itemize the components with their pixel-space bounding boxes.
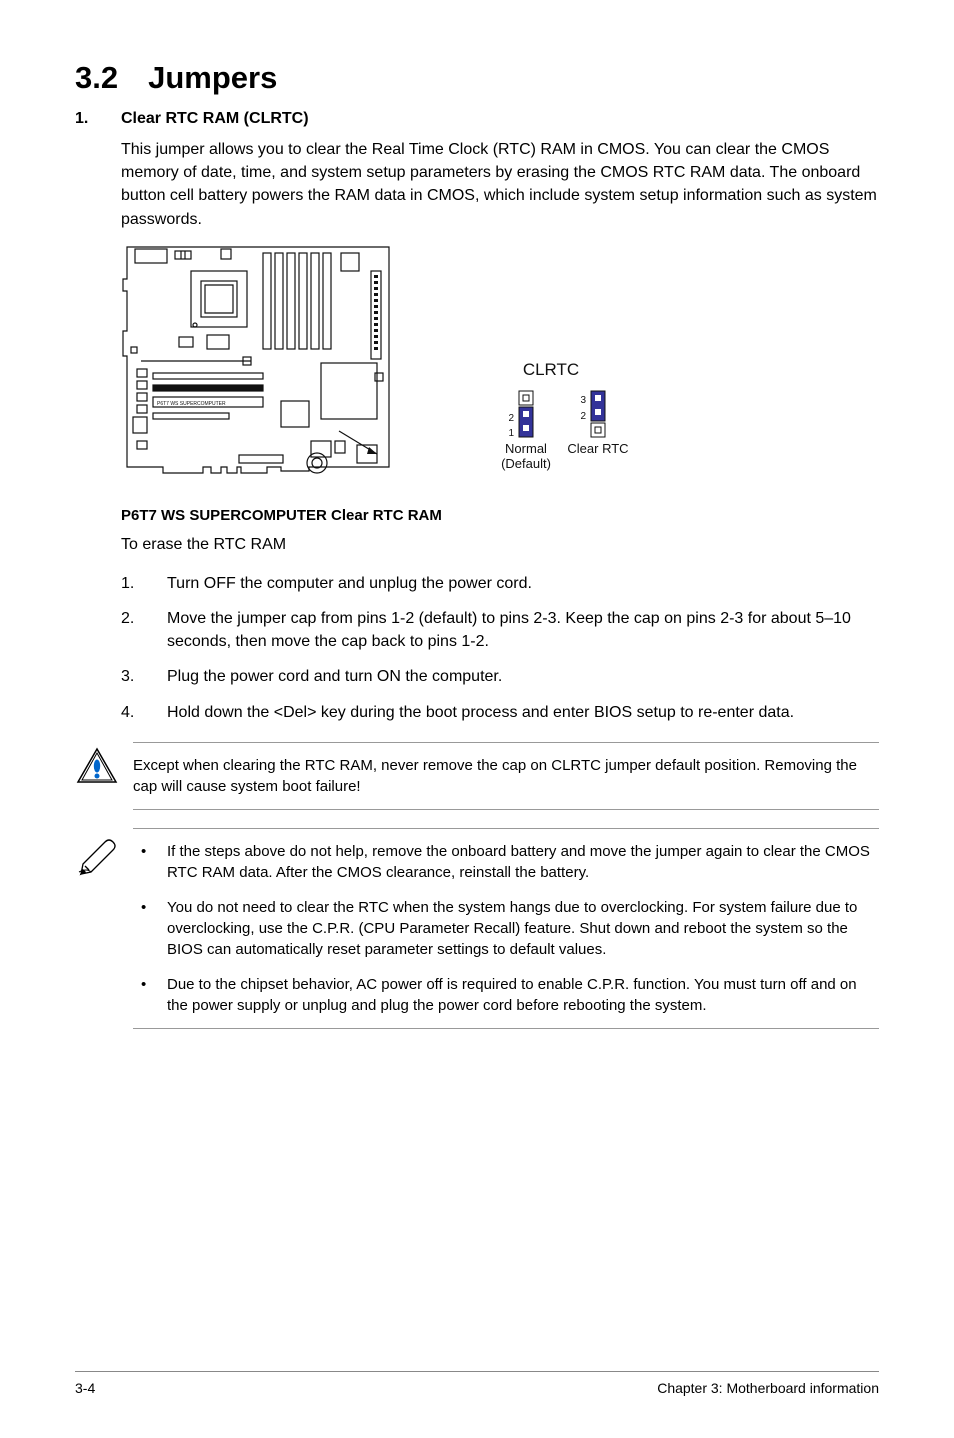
step-number: 2. xyxy=(121,607,167,653)
step-row: 3. Plug the power cord and turn ON the c… xyxy=(121,665,879,688)
subsection-paragraph: This jumper allows you to clear the Real… xyxy=(121,138,879,231)
subsection-row: 1. Clear RTC RAM (CLRTC) xyxy=(75,110,879,128)
pin-1-label: 1 xyxy=(508,428,514,439)
footer-chapter: Chapter 3: Motherboard information xyxy=(657,1380,879,1396)
board-label-text: P6T7 WS SUPERCOMPUTER xyxy=(157,401,226,407)
note-bullet: • Due to the chipset behavior, AC power … xyxy=(133,974,879,1016)
step-number: 4. xyxy=(121,701,167,724)
note-bullet-text: If the steps above do not help, remove t… xyxy=(167,841,879,883)
step-row: 4. Hold down the <Del> key during the bo… xyxy=(121,701,879,724)
step-text: Turn OFF the computer and unplug the pow… xyxy=(167,572,879,595)
default-label: (Default) xyxy=(501,456,551,471)
erase-intro: To erase the RTC RAM xyxy=(121,536,879,554)
note-bullet: • You do not need to clear the RTC when … xyxy=(133,897,879,960)
notes-block: • If the steps above do not help, remove… xyxy=(75,828,879,1029)
warning-text: Except when clearing the RTC RAM, never … xyxy=(133,742,879,810)
clrtc-label: CLRTC xyxy=(523,360,579,379)
step-text: Hold down the <Del> key during the boot … xyxy=(167,701,879,724)
step-number: 1. xyxy=(121,572,167,595)
bullet-dot-icon: • xyxy=(133,974,167,1016)
subsection-number: 1. xyxy=(75,110,121,128)
normal-label: Normal xyxy=(505,441,547,456)
heading-title: Jumpers xyxy=(148,60,277,95)
step-text: Plug the power cord and turn ON the comp… xyxy=(167,665,879,688)
step-text: Move the jumper cap from pins 1-2 (defau… xyxy=(167,607,879,653)
footer-page-number: 3-4 xyxy=(75,1380,95,1396)
notes-body: • If the steps above do not help, remove… xyxy=(133,828,879,1029)
pencil-icon xyxy=(75,828,133,881)
bullet-dot-icon: • xyxy=(133,897,167,960)
page-footer: 3-4 Chapter 3: Motherboard information xyxy=(75,1371,879,1396)
bullet-dot-icon: • xyxy=(133,841,167,883)
note-bullet-text: Due to the chipset behavior, AC power of… xyxy=(167,974,879,1016)
pin-2b-label: 2 xyxy=(580,411,586,422)
subsection-title: Clear RTC RAM (CLRTC) xyxy=(121,110,309,128)
note-bullet: • If the steps above do not help, remove… xyxy=(133,841,879,883)
pin-3-label: 3 xyxy=(580,395,586,406)
note-bullet-text: You do not need to clear the RTC when th… xyxy=(167,897,879,960)
step-number: 3. xyxy=(121,665,167,688)
section-heading: 3.2 Jumpers xyxy=(75,60,879,96)
warning-icon xyxy=(75,742,133,791)
pin-2-label: 2 xyxy=(508,413,514,424)
motherboard-diagram: P6T7 WS SUPERCOMPUTER CLRTC 2 1 Normal (… xyxy=(121,241,661,501)
step-row: 1. Turn OFF the computer and unplug the … xyxy=(121,572,879,595)
diagram-container: P6T7 WS SUPERCOMPUTER CLRTC 2 1 Normal (… xyxy=(121,241,879,524)
clear-rtc-label: Clear RTC xyxy=(567,441,628,456)
step-row: 2. Move the jumper cap from pins 1-2 (de… xyxy=(121,607,879,653)
diagram-caption: P6T7 WS SUPERCOMPUTER Clear RTC RAM xyxy=(121,507,879,524)
warning-block: Except when clearing the RTC RAM, never … xyxy=(75,742,879,810)
heading-number: 3.2 xyxy=(75,60,118,96)
